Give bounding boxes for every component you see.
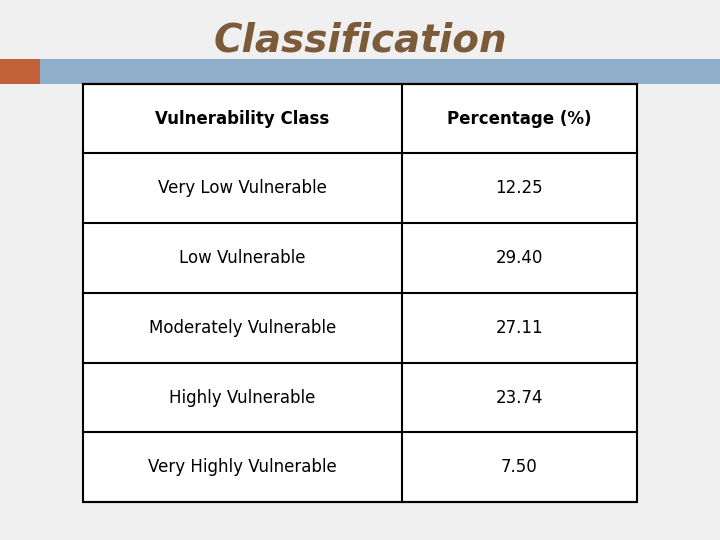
- Text: Highly Vulnerable: Highly Vulnerable: [169, 389, 315, 407]
- Text: 12.25: 12.25: [495, 179, 543, 197]
- Text: 27.11: 27.11: [495, 319, 543, 337]
- Text: Very Low Vulnerable: Very Low Vulnerable: [158, 179, 327, 197]
- Text: Moderately Vulnerable: Moderately Vulnerable: [148, 319, 336, 337]
- Text: Percentage (%): Percentage (%): [447, 110, 592, 127]
- Text: 7.50: 7.50: [501, 458, 538, 476]
- Bar: [0, 59, 40, 84]
- Text: Classification: Classification: [213, 22, 507, 59]
- Text: 23.74: 23.74: [495, 389, 543, 407]
- Text: 29.40: 29.40: [495, 249, 543, 267]
- Text: Very Highly Vulnerable: Very Highly Vulnerable: [148, 458, 336, 476]
- Bar: [0, 59, 720, 84]
- Text: Vulnerability Class: Vulnerability Class: [155, 110, 329, 127]
- Bar: [83, 84, 637, 502]
- Text: Low Vulnerable: Low Vulnerable: [179, 249, 305, 267]
